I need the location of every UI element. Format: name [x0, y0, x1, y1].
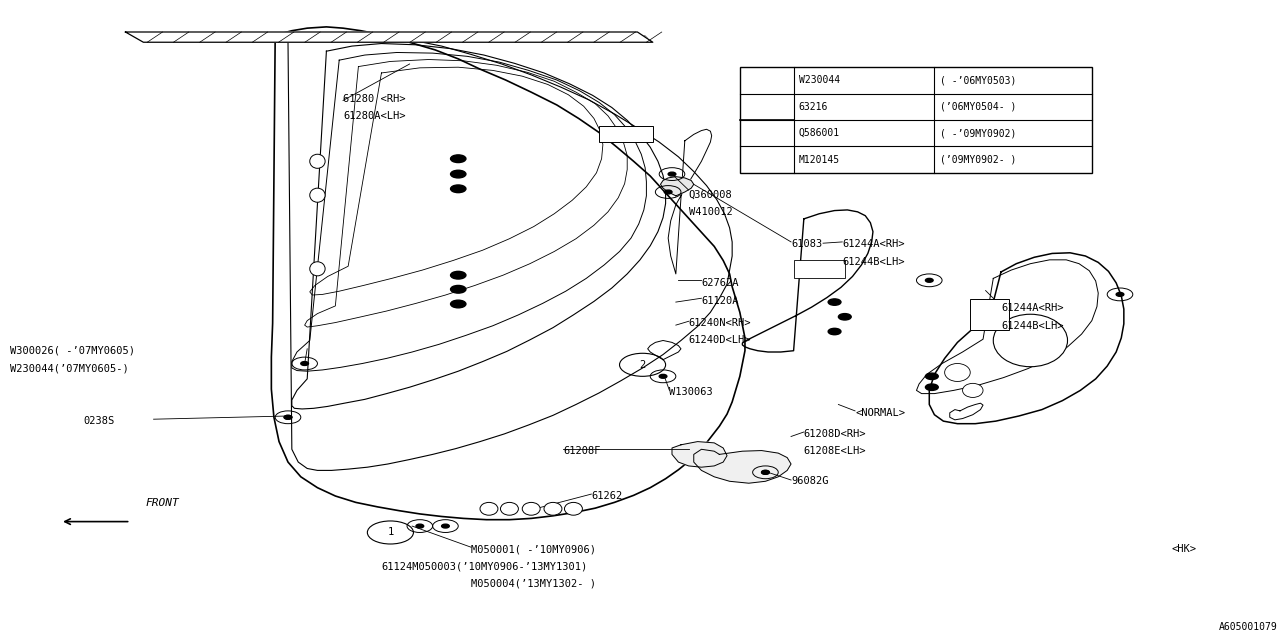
Ellipse shape — [310, 262, 325, 276]
Text: W300026( -’07MY0605): W300026( -’07MY0605) — [10, 346, 136, 356]
Ellipse shape — [945, 364, 970, 381]
Text: A605001079: A605001079 — [1219, 622, 1277, 632]
Text: 61244A<RH>: 61244A<RH> — [1001, 303, 1064, 314]
Text: 61244B<LH>: 61244B<LH> — [1001, 321, 1064, 332]
FancyBboxPatch shape — [740, 67, 1092, 173]
Circle shape — [451, 155, 466, 163]
Text: (’06MY0504- ): (’06MY0504- ) — [940, 102, 1016, 112]
Ellipse shape — [544, 502, 562, 515]
Text: 61280 <RH>: 61280 <RH> — [343, 94, 406, 104]
Text: FRONT: FRONT — [146, 497, 179, 508]
Text: 61083: 61083 — [791, 239, 822, 250]
Text: 2: 2 — [764, 141, 769, 152]
Text: 61240D<LH>: 61240D<LH> — [689, 335, 751, 346]
Circle shape — [828, 299, 841, 305]
Text: <HK>: <HK> — [1171, 544, 1197, 554]
Text: 61240N<RH>: 61240N<RH> — [689, 318, 751, 328]
Circle shape — [828, 328, 841, 335]
Circle shape — [301, 362, 308, 365]
Text: 2: 2 — [640, 360, 645, 370]
Text: W130063: W130063 — [669, 387, 713, 397]
Text: (’09MY0902- ): (’09MY0902- ) — [940, 155, 1016, 164]
Text: 61208E<LH>: 61208E<LH> — [804, 446, 867, 456]
Circle shape — [664, 190, 672, 194]
Text: 61280A<LH>: 61280A<LH> — [343, 111, 406, 122]
Text: M050001( -’10MY0906): M050001( -’10MY0906) — [471, 544, 596, 554]
Circle shape — [451, 185, 466, 193]
Circle shape — [668, 172, 676, 176]
Text: 0238S: 0238S — [83, 416, 114, 426]
Polygon shape — [694, 449, 791, 483]
Text: M120145: M120145 — [799, 155, 840, 164]
Text: ( -’06MY0503): ( -’06MY0503) — [940, 76, 1016, 85]
Text: 96082G: 96082G — [791, 476, 828, 486]
Ellipse shape — [564, 502, 582, 515]
Circle shape — [838, 314, 851, 320]
Text: <NORMAL>: <NORMAL> — [855, 408, 905, 418]
Polygon shape — [125, 32, 653, 42]
Circle shape — [762, 470, 769, 474]
Text: W410012: W410012 — [689, 207, 732, 218]
Text: 63216: 63216 — [799, 102, 828, 112]
FancyBboxPatch shape — [599, 126, 653, 142]
Text: ( -’09MY0902): ( -’09MY0902) — [940, 128, 1016, 138]
Ellipse shape — [480, 502, 498, 515]
Circle shape — [284, 415, 292, 419]
Circle shape — [442, 524, 449, 528]
Circle shape — [762, 470, 769, 474]
Circle shape — [925, 373, 938, 380]
FancyBboxPatch shape — [970, 299, 1009, 330]
Circle shape — [451, 170, 466, 178]
Circle shape — [451, 271, 466, 279]
Text: 62762A: 62762A — [701, 278, 739, 288]
Text: 61208F: 61208F — [563, 446, 600, 456]
Ellipse shape — [310, 154, 325, 168]
Text: W230044: W230044 — [799, 76, 840, 85]
Circle shape — [925, 278, 933, 282]
Circle shape — [416, 524, 424, 528]
Text: Q586001: Q586001 — [799, 128, 840, 138]
Ellipse shape — [310, 188, 325, 202]
Text: Q360008: Q360008 — [689, 190, 732, 200]
Circle shape — [284, 415, 292, 419]
Ellipse shape — [500, 502, 518, 515]
Circle shape — [451, 300, 466, 308]
Ellipse shape — [522, 502, 540, 515]
Text: 61262: 61262 — [591, 491, 622, 501]
Text: 61208D<RH>: 61208D<RH> — [804, 429, 867, 439]
Polygon shape — [672, 442, 727, 467]
FancyBboxPatch shape — [794, 260, 845, 278]
Text: M050004(’13MY1302- ): M050004(’13MY1302- ) — [471, 579, 596, 589]
Circle shape — [659, 374, 667, 378]
Text: 61244A<RH>: 61244A<RH> — [842, 239, 905, 250]
Ellipse shape — [963, 383, 983, 397]
Circle shape — [1116, 292, 1124, 296]
Ellipse shape — [993, 314, 1068, 367]
Text: 1: 1 — [388, 527, 393, 538]
Polygon shape — [660, 177, 694, 196]
Circle shape — [925, 384, 938, 390]
Text: 61124M050003(’10MY0906-’13MY1301): 61124M050003(’10MY0906-’13MY1301) — [381, 561, 588, 572]
Text: 61244B<LH>: 61244B<LH> — [842, 257, 905, 268]
Text: W230044(’07MY0605-): W230044(’07MY0605-) — [10, 363, 129, 373]
Text: 61120A: 61120A — [701, 296, 739, 306]
Circle shape — [451, 285, 466, 293]
Text: 1: 1 — [764, 88, 769, 99]
